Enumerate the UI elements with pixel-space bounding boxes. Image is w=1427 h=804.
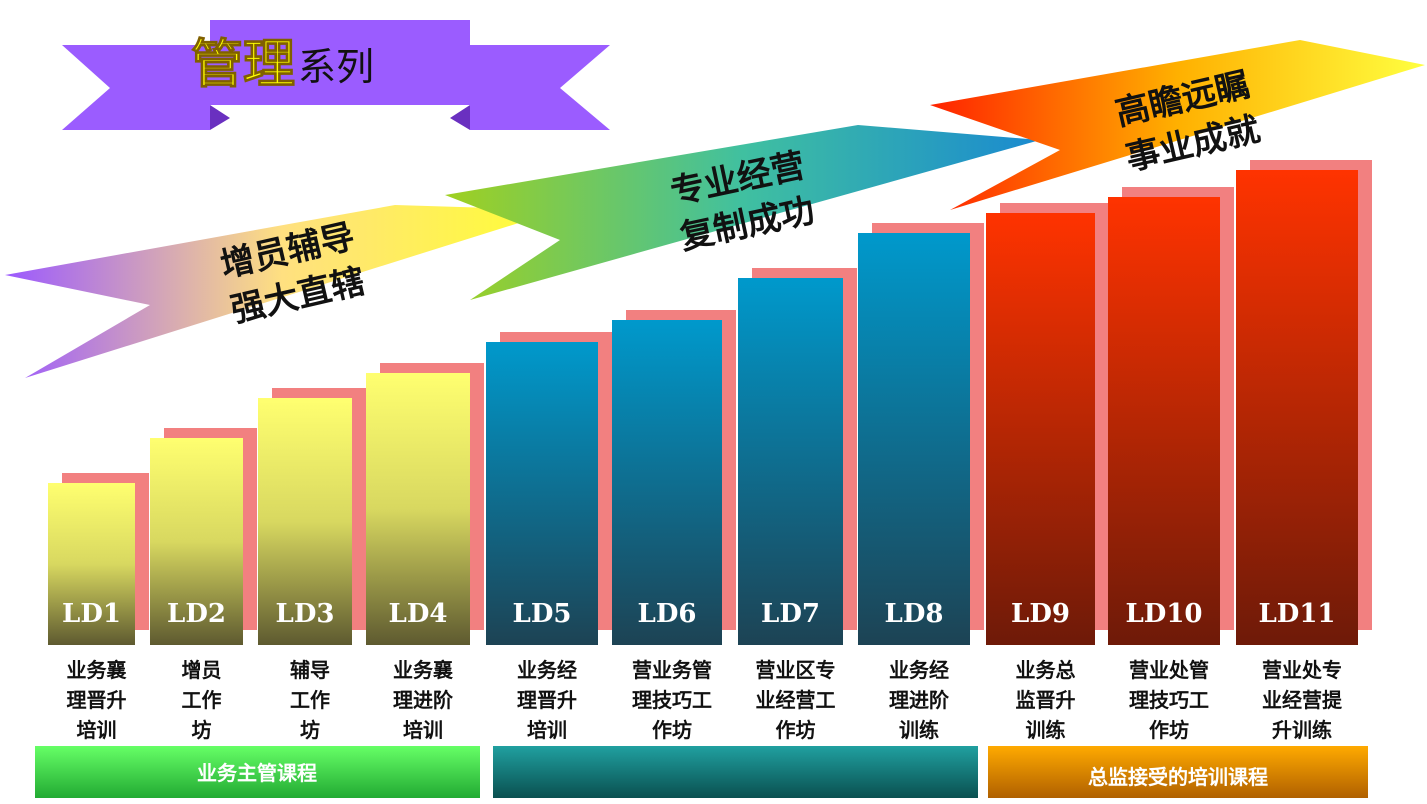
step-label: 营业处管: [1129, 658, 1209, 682]
step-code: LD1: [62, 599, 121, 629]
title-banner: [62, 20, 610, 130]
step-label: 理晋升: [67, 688, 127, 712]
group-label: 总监接受的培训课程: [1088, 765, 1268, 789]
arrow: [5, 205, 560, 378]
step-bar: [1236, 170, 1358, 645]
step-code: LD10: [1125, 599, 1202, 629]
arrow: [930, 40, 1425, 210]
step-label: 培训: [527, 718, 567, 742]
step-bar: [486, 342, 598, 645]
step-label: 训练: [1026, 718, 1066, 742]
step-bar: [366, 373, 470, 645]
step-label: 业务襄: [67, 658, 128, 682]
step-label: 业经营工: [756, 688, 836, 712]
banner-fold: [450, 105, 470, 130]
step-code: LD4: [389, 599, 448, 629]
step-label: 坊: [300, 718, 320, 742]
step-bar: [858, 233, 970, 645]
group-bar: [493, 746, 978, 798]
step-label: 理技巧工: [632, 688, 712, 712]
step-code: LD11: [1258, 599, 1335, 629]
step-label: 作坊: [776, 718, 816, 742]
step-code: LD6: [638, 599, 697, 629]
step-label: 理技巧工: [1129, 688, 1209, 712]
step-label: 监晋升: [1016, 688, 1076, 712]
step-code: LD2: [167, 599, 226, 629]
step-label: 升训练: [1272, 718, 1332, 742]
step-label: 工作: [290, 688, 330, 712]
step-code: LD9: [1011, 599, 1070, 629]
step-bar: [612, 320, 722, 645]
step-label: 业务总: [1016, 658, 1076, 682]
step-label: 坊: [192, 718, 212, 742]
step-label: 辅导: [290, 658, 330, 682]
group-bar: [35, 746, 480, 798]
step-label: 业务经: [889, 658, 949, 682]
step-bar: [986, 213, 1095, 645]
group-label: 业务主管课程: [197, 761, 317, 785]
step-label: 营业处专: [1262, 658, 1342, 682]
step-label: 培训: [403, 718, 443, 742]
step-label: 理进阶: [393, 688, 454, 712]
step-label: 训练: [899, 718, 939, 742]
step-label: 培训: [77, 718, 117, 742]
step-label: 理晋升: [517, 688, 577, 712]
step-label: 业务经: [517, 658, 577, 682]
step-bar: [738, 278, 843, 645]
step-label: 增员: [182, 658, 222, 682]
arrow: [445, 125, 1040, 300]
step-code: LD3: [276, 599, 335, 629]
title-main: 管理: [191, 35, 295, 95]
step-bar: [1108, 197, 1220, 645]
step-label: 业经营提: [1262, 688, 1343, 712]
step-label: 营业务管: [632, 658, 712, 682]
step-code: LD5: [513, 599, 572, 629]
title-sub: 系列: [298, 45, 374, 89]
step-bar: [258, 398, 352, 645]
step-label: 营业区专: [756, 658, 836, 682]
banner-fold: [210, 105, 230, 130]
step-code: LD8: [885, 599, 944, 629]
group-bar: [988, 746, 1368, 798]
step-bar: [150, 438, 243, 645]
step-bar: [48, 483, 135, 645]
step-label: 理进阶: [889, 688, 950, 712]
step-label: 业务襄: [393, 658, 454, 682]
step-code: LD7: [761, 599, 820, 629]
step-label: 作坊: [1149, 718, 1189, 742]
step-label: 工作: [182, 688, 222, 712]
step-label: 作坊: [652, 718, 692, 742]
